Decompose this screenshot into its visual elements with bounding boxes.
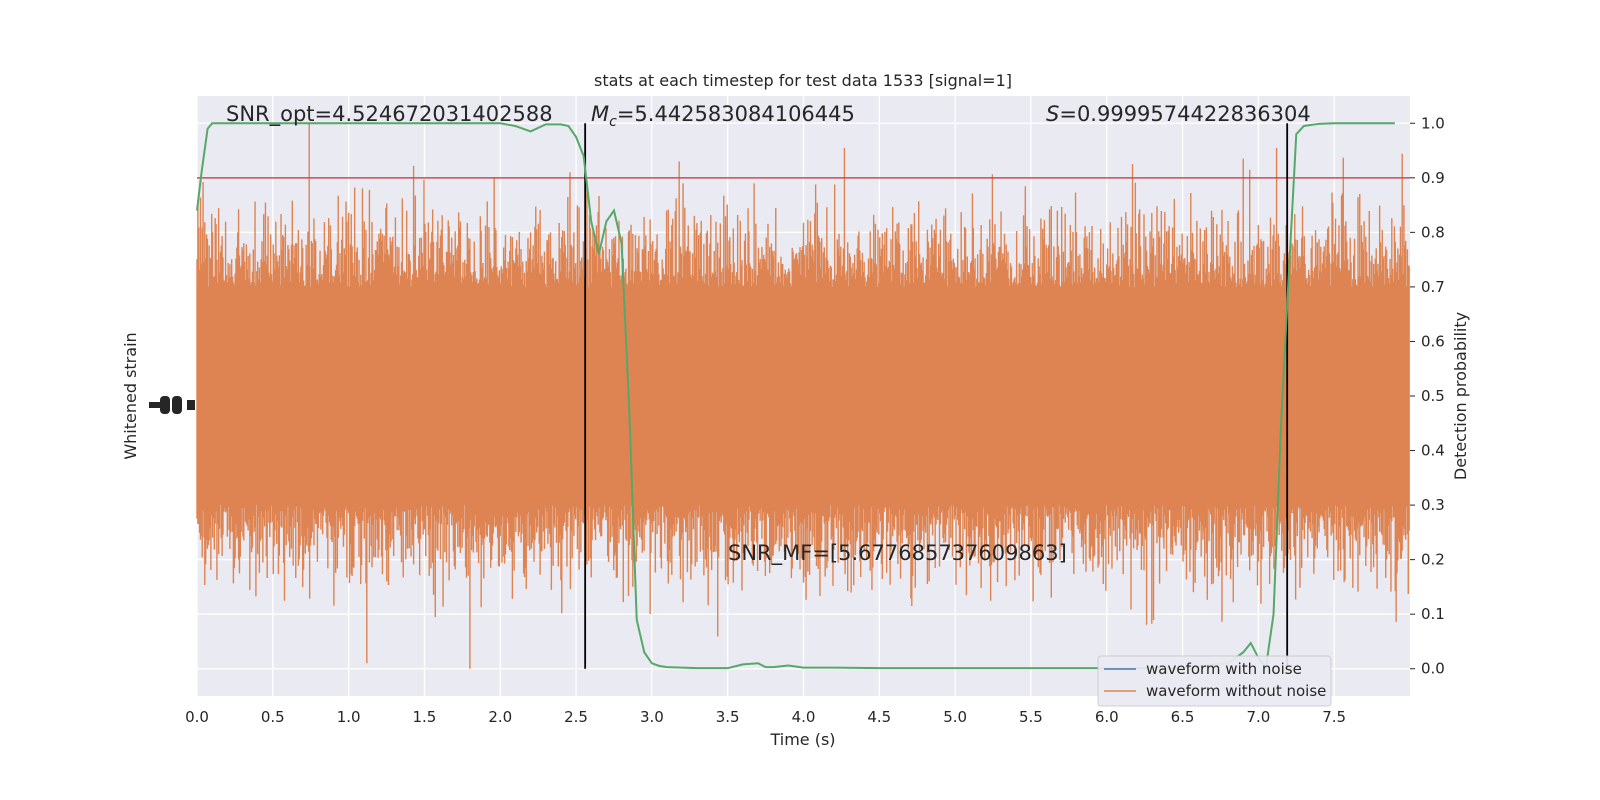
x-tick-label-12: 6.0 bbox=[1095, 708, 1119, 726]
annotation-s-score: S=0.9999574422836304 bbox=[1046, 102, 1311, 126]
y-right-tick-label-3: 0.3 bbox=[1421, 496, 1445, 514]
x-tick-label-2: 1.0 bbox=[337, 708, 361, 726]
x-tick-label-9: 4.5 bbox=[867, 708, 891, 726]
y-right-tick-label-8: 0.8 bbox=[1421, 223, 1445, 241]
y-right-tick-label-9: 0.9 bbox=[1421, 169, 1445, 187]
x-tick-label-5: 2.5 bbox=[564, 708, 588, 726]
y-axis-label-right: Detection probability bbox=[1451, 312, 1470, 480]
x-tick-label-8: 4.0 bbox=[792, 708, 816, 726]
legend-box bbox=[1097, 655, 1332, 707]
y-right-tick-label-7: 0.7 bbox=[1421, 278, 1445, 296]
x-axis-label: Time (s) bbox=[769, 730, 835, 749]
y-right-tick-label-6: 0.6 bbox=[1421, 332, 1445, 350]
overlay-layer bbox=[196, 122, 1410, 670]
x-tick-label-0: 0.0 bbox=[185, 708, 209, 726]
y-right-tick-label-1: 0.1 bbox=[1421, 605, 1445, 623]
x-tick-label-1: 0.5 bbox=[261, 708, 285, 726]
x-tick-label-6: 3.0 bbox=[640, 708, 664, 726]
x-tick-label-14: 7.0 bbox=[1246, 708, 1270, 726]
y-right-tick-label-5: 0.5 bbox=[1421, 387, 1445, 405]
x-tick-label-4: 2.0 bbox=[488, 708, 512, 726]
chirp-mass-value: =5.442583084106445 bbox=[617, 102, 855, 126]
series-detection-probability bbox=[196, 122, 1395, 670]
s-score-symbol: S bbox=[1046, 102, 1059, 126]
x-tick-label-7: 3.5 bbox=[716, 708, 740, 726]
annotation-snr-opt: SNR_opt=4.524672031402588 bbox=[226, 102, 553, 127]
x-tick-label-10: 5.0 bbox=[943, 708, 967, 726]
left-axis-ticks-clutter bbox=[149, 396, 195, 414]
y-right-tick-label-4: 0.4 bbox=[1421, 442, 1445, 460]
annotation-snr-mf: SNR_MF=[5.677685737609863] bbox=[728, 541, 1067, 566]
x-tick-label-3: 1.5 bbox=[413, 708, 437, 726]
annotation-chirp-mass: Mc=5.442583084106445 bbox=[591, 102, 855, 130]
chirp-mass-symbol: M bbox=[591, 102, 609, 126]
y-right-tick-label-0: 0.0 bbox=[1421, 660, 1445, 678]
legend-label-without-noise: waveform without noise bbox=[1146, 682, 1326, 700]
y-right-tick-label-10: 1.0 bbox=[1421, 114, 1445, 132]
x-tick-label-13: 6.5 bbox=[1171, 708, 1195, 726]
chart-title: stats at each timestep for test data 153… bbox=[594, 71, 1012, 90]
x-tick-label-11: 5.5 bbox=[1019, 708, 1043, 726]
chirp-mass-subscript: c bbox=[609, 114, 617, 130]
x-tick-label-15: 7.5 bbox=[1322, 708, 1346, 726]
legend: waveform with noise waveform without noi… bbox=[1097, 655, 1332, 707]
y-axis-label-left: Whitened strain bbox=[121, 332, 140, 459]
tick-labels: 0.0 0.5 1.0 1.5 2.0 2.5 3.0 3.5 4.0 4.5 5.0 5.5 6.0 6… bbox=[185, 114, 1445, 726]
s-score-value: =0.9999574422836304 bbox=[1059, 102, 1310, 126]
legend-label-with-noise: waveform with noise bbox=[1146, 660, 1302, 678]
y-right-tick-label-2: 0.2 bbox=[1421, 551, 1445, 569]
